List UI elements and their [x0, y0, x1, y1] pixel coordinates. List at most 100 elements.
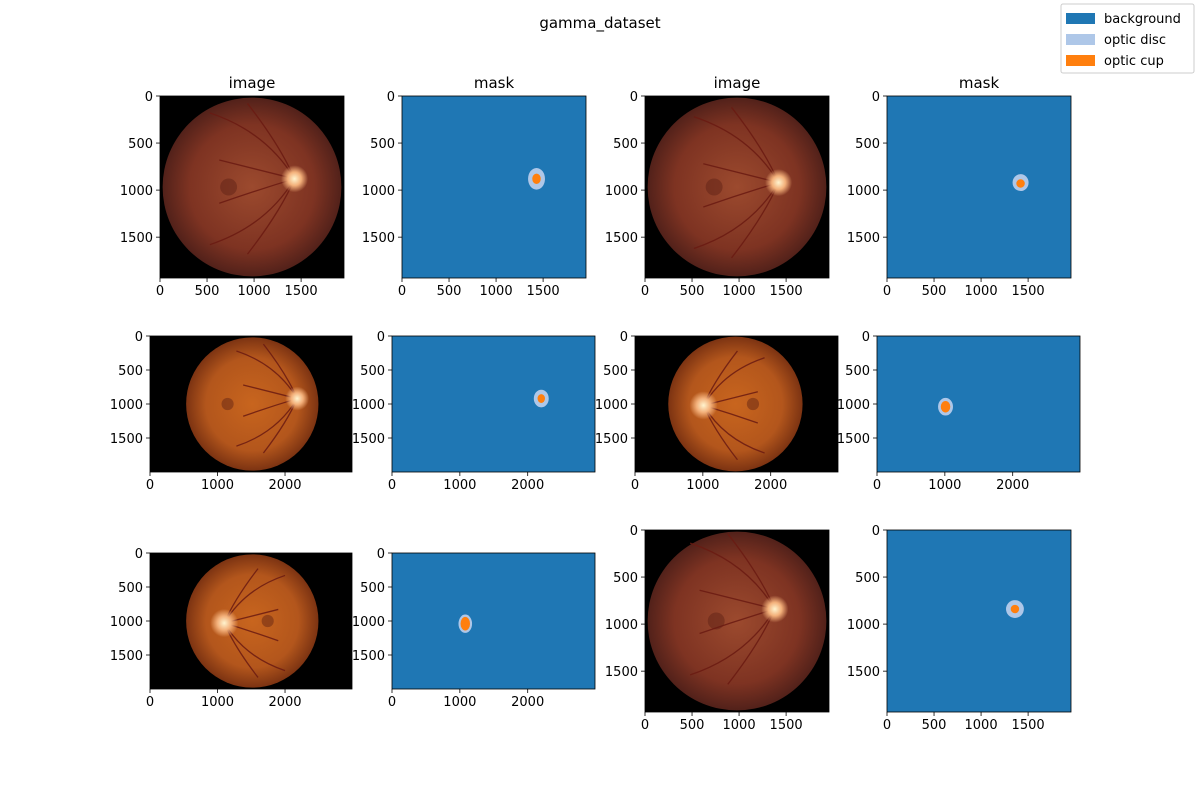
x-tick-label: 1000 [238, 284, 271, 299]
x-tick-label: 0 [146, 478, 154, 493]
y-tick-label: 0 [630, 90, 638, 105]
panel-4-content [887, 96, 1071, 278]
y-tick-label: 1000 [120, 184, 153, 199]
y-tick-label: 500 [855, 571, 880, 586]
panel-9-content [150, 553, 352, 689]
macula [746, 397, 760, 411]
optic-cup-region [940, 400, 951, 413]
y-tick-label: 500 [128, 137, 153, 152]
y-tick-label: 1500 [847, 665, 880, 680]
optic-disc [761, 595, 789, 623]
optic-disc [765, 169, 793, 197]
retina-fundus [186, 337, 319, 471]
panel-6-content [392, 336, 595, 472]
axes-frame [644, 529, 830, 713]
optic-cup-region [1016, 179, 1025, 188]
optic-cup-region [532, 173, 541, 184]
y-tick-label: 500 [360, 364, 385, 379]
macula [221, 397, 234, 411]
panel-11-content [645, 530, 829, 712]
y-tick-label: 1000 [352, 398, 385, 413]
y-tick-label: 1500 [362, 231, 395, 246]
panel-2-mask: 0 500 1000 1500 0 500 1000 1500 [362, 90, 587, 299]
x-tick-label: 0 [883, 284, 891, 299]
optic-disc [210, 608, 239, 638]
column-title-1: image [229, 74, 276, 92]
axes-frame [159, 95, 345, 279]
y-tick-label: 0 [387, 90, 395, 105]
y-tick-label: 1000 [605, 618, 638, 633]
axes-frame [886, 95, 1072, 279]
x-tick-label: 500 [680, 718, 705, 733]
panel-7-content [635, 336, 838, 472]
macula [705, 178, 723, 196]
x-tick-label: 0 [883, 718, 891, 733]
optic-disc [280, 165, 309, 193]
retina-fundus [647, 97, 827, 277]
y-tick-label: 1000 [110, 615, 143, 630]
x-tick-label: 1500 [770, 284, 803, 299]
mask-background [402, 96, 586, 278]
legend: background optic disc optic cup [1060, 3, 1195, 74]
y-tick-label: 1000 [362, 184, 395, 199]
mask-background [877, 336, 1080, 472]
x-tick-label: 1000 [965, 284, 998, 299]
retina-fundus [162, 97, 342, 277]
y-tick-label: 1000 [352, 615, 385, 630]
figure-title: gamma_dataset [539, 14, 660, 33]
y-tick-label: 0 [145, 90, 153, 105]
panel-4-mask: 0 500 1000 1500 0 500 1000 1500 [847, 90, 1072, 299]
y-tick-label: 0 [620, 330, 628, 345]
x-tick-label: 1000 [201, 695, 234, 710]
y-tick-label: 500 [613, 571, 638, 586]
mask-background [392, 553, 595, 689]
x-tick-label: 1500 [527, 284, 560, 299]
y-tick-label: 1500 [110, 649, 143, 664]
x-tick-label: 0 [873, 478, 881, 493]
legend-label-optic-cup: optic cup [1104, 54, 1164, 69]
y-tick-label: 500 [613, 137, 638, 152]
y-tick-label: 1000 [847, 184, 880, 199]
macula [220, 178, 238, 196]
axes-frame [644, 95, 830, 279]
y-tick-label: 1000 [110, 398, 143, 413]
y-tick-label: 0 [862, 330, 870, 345]
y-tick-label: 0 [630, 524, 638, 539]
x-tick-label: 2000 [511, 695, 544, 710]
y-tick-label: 500 [118, 581, 143, 596]
x-tick-label: 1000 [723, 284, 756, 299]
y-tick-label: 500 [855, 137, 880, 152]
optic-cup-region [1010, 604, 1020, 614]
x-tick-label: 1500 [1012, 718, 1045, 733]
x-tick-label: 1500 [1012, 284, 1045, 299]
mask-background [887, 530, 1071, 712]
x-tick-label: 1500 [285, 284, 318, 299]
y-tick-label: 500 [118, 364, 143, 379]
y-tick-label: 1000 [847, 618, 880, 633]
optic-disc [285, 386, 310, 411]
column-title-2: mask [474, 74, 515, 92]
y-tick-label: 1500 [605, 231, 638, 246]
panel-9-image: 0 1000 2000 0 500 1000 1500 [110, 547, 353, 710]
x-tick-label: 2000 [754, 478, 787, 493]
column-title-4: mask [959, 74, 1000, 92]
x-tick-label: 2000 [996, 478, 1029, 493]
panel-8-mask: 0 1000 2000 0 500 1000 1500 [837, 330, 1081, 493]
x-tick-label: 2000 [511, 478, 544, 493]
x-tick-label: 1000 [480, 284, 513, 299]
x-tick-label: 0 [631, 478, 639, 493]
y-tick-label: 1500 [120, 231, 153, 246]
legend-swatch-optic-cup [1066, 55, 1095, 66]
retina-fundus [186, 554, 319, 688]
legend-swatch-optic-disc [1066, 34, 1095, 45]
panel-3-content [645, 96, 829, 278]
y-tick-label: 1500 [605, 665, 638, 680]
panel-10-mask: 0 1000 2000 0 500 1000 1500 [352, 547, 596, 710]
macula [261, 614, 274, 628]
y-tick-label: 0 [135, 547, 143, 562]
x-tick-label: 1000 [686, 478, 719, 493]
x-tick-label: 1000 [723, 718, 756, 733]
panel-1-image: 0 500 1000 1500 0 500 1000 1500 [120, 90, 345, 299]
mask-background [887, 96, 1071, 278]
